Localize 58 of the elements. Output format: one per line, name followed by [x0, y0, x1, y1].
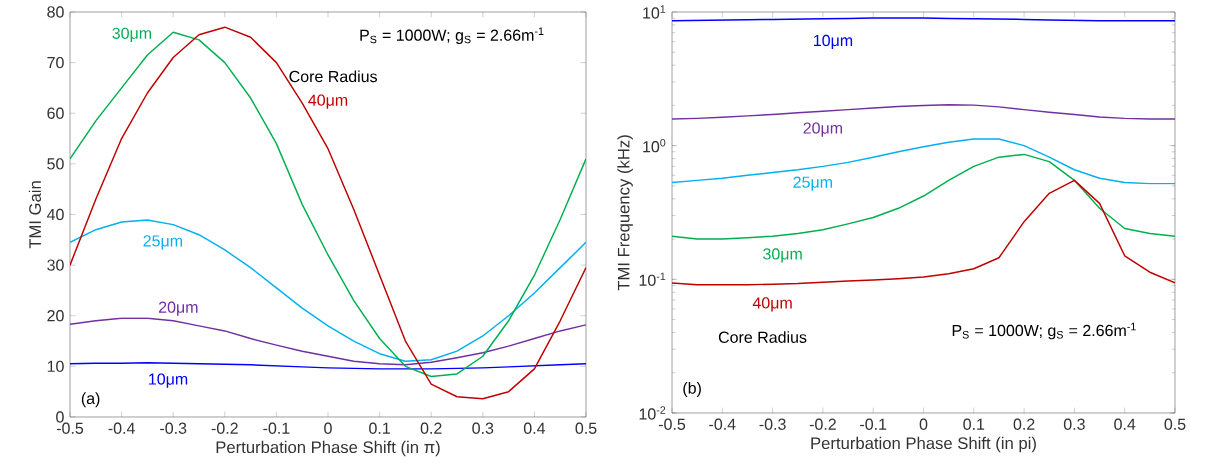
series-label: 25μm: [793, 176, 832, 191]
x-tick-label: -0.2: [211, 422, 238, 434]
x-tick-label: 0: [919, 418, 928, 430]
x-tick-label: 0.2: [420, 422, 442, 434]
x-tick-label: 0.5: [1164, 418, 1186, 430]
line-series: [672, 153, 1175, 240]
series-label: 40μm: [308, 94, 348, 109]
annotation: (b): [683, 382, 701, 397]
line-series: [70, 317, 586, 366]
x-tick-label: -0.2: [809, 418, 836, 430]
x-tick-label: 0.4: [523, 422, 546, 434]
x-tick-label: 0.1: [369, 422, 390, 434]
annotation: (a): [81, 392, 100, 408]
series-label: 40μm: [752, 297, 792, 312]
x-tick-label: 0: [324, 422, 332, 434]
y-tick-label: 30: [47, 259, 64, 271]
x-tick-label: -0.1: [860, 418, 887, 430]
x-tick-label: 0.3: [1063, 418, 1085, 430]
x-axis-title: Perturbation Phase Shift (in π): [216, 440, 440, 457]
annotation: P$_{S}$ = 1000W; g$_{S}$ = 2.66m$^{-1}$: [952, 322, 1136, 340]
y-tick-label: 40: [46, 208, 64, 221]
x-tick-label: -0.4: [709, 418, 736, 430]
x-tick-label: 0.1: [963, 418, 985, 430]
y-tick-label: 10$^{1}$: [643, 5, 666, 19]
series-label: 10μm: [814, 34, 853, 50]
y-axis-title: TMI Gain: [28, 181, 42, 249]
x-tick-label: 0.4: [1114, 418, 1136, 430]
x-tick-label: 0.3: [472, 422, 494, 434]
annotation: Core Radius: [289, 70, 378, 83]
y-tick-label: 20: [47, 310, 64, 322]
line-series: [672, 104, 1175, 120]
line-series: [70, 219, 586, 363]
y-tick-label: 50: [47, 158, 64, 170]
series-label: 30μm: [763, 248, 802, 263]
series-label: 20μm: [803, 122, 843, 137]
y-tick-label: 60: [47, 107, 64, 119]
y-tick-label: 80: [47, 6, 64, 18]
series-label: 25μm: [143, 235, 182, 250]
x-tick-label: -0.5: [658, 418, 686, 430]
series-label: 30μm: [112, 27, 152, 42]
x-tick-label: 0.2: [1013, 418, 1035, 430]
y-axis-title: TMI Frequency (kHz): [617, 135, 633, 291]
y-tick-label: 70: [47, 56, 64, 69]
y-tick-label: 10$^{0}$: [643, 138, 666, 153]
annotation: P$_{S}$ = 1000W; g$_{S}$ = 2.66m$^{-1}$: [360, 27, 544, 45]
x-tick-label: -0.4: [108, 422, 135, 434]
x-tick-label: 0.5: [575, 422, 597, 434]
x-tick-label: -0.5: [56, 422, 84, 434]
x-tick-label: -0.1: [263, 422, 290, 434]
y-tick-label: 10$^{-2}$: [639, 406, 666, 420]
x-tick-label: -0.3: [759, 418, 786, 430]
y-tick-label: 10: [47, 360, 64, 373]
x-tick-label: -0.3: [160, 422, 187, 434]
annotation: Core Radius: [718, 331, 807, 343]
y-tick-label: 10$^{-1}$: [639, 272, 666, 286]
x-axis-title: Perturbation Phase Shift (in pi): [811, 436, 1036, 453]
series-label: 10μm: [149, 373, 188, 388]
series-label: 20μm: [158, 301, 198, 316]
